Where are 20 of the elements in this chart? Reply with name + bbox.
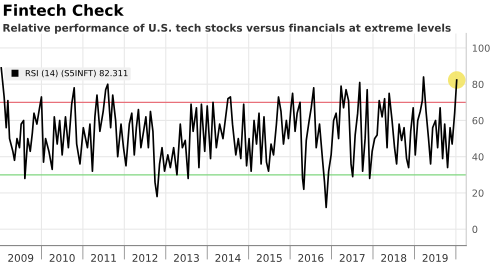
chart-title: Fintech Check — [4, 4, 124, 16]
y-tick-label: 40 — [472, 153, 484, 161]
x-tick-label: 2016 — [298, 254, 324, 262]
x-tick-label: 2017 — [340, 254, 365, 262]
x-tick-label: 2011 — [91, 254, 116, 262]
x-tick-label: 2014 — [215, 254, 241, 262]
y-tick-label: 100 — [472, 44, 490, 52]
x-tick-label: 2018 — [381, 254, 406, 262]
y-tick-label: 60 — [472, 116, 484, 124]
y-tick-label: 80 — [472, 80, 484, 88]
x-tick-label: 2012 — [132, 254, 158, 262]
x-tick-label: 2015 — [256, 254, 282, 262]
legend-label: RSI (14) (S5INFT) 82.311 — [26, 70, 128, 78]
x-tick-label: 2009 — [8, 254, 34, 262]
y-tick-label: 20 — [472, 189, 484, 197]
chart-subtitle: Relative performance of U.S. tech stocks versus financials at extreme levels — [3, 24, 451, 34]
x-tick-label: 2010 — [50, 254, 75, 262]
x-tick-label: 2019 — [422, 254, 448, 262]
y-tick-label: 0 — [472, 226, 478, 234]
x-tick-label: 2013 — [174, 254, 199, 262]
